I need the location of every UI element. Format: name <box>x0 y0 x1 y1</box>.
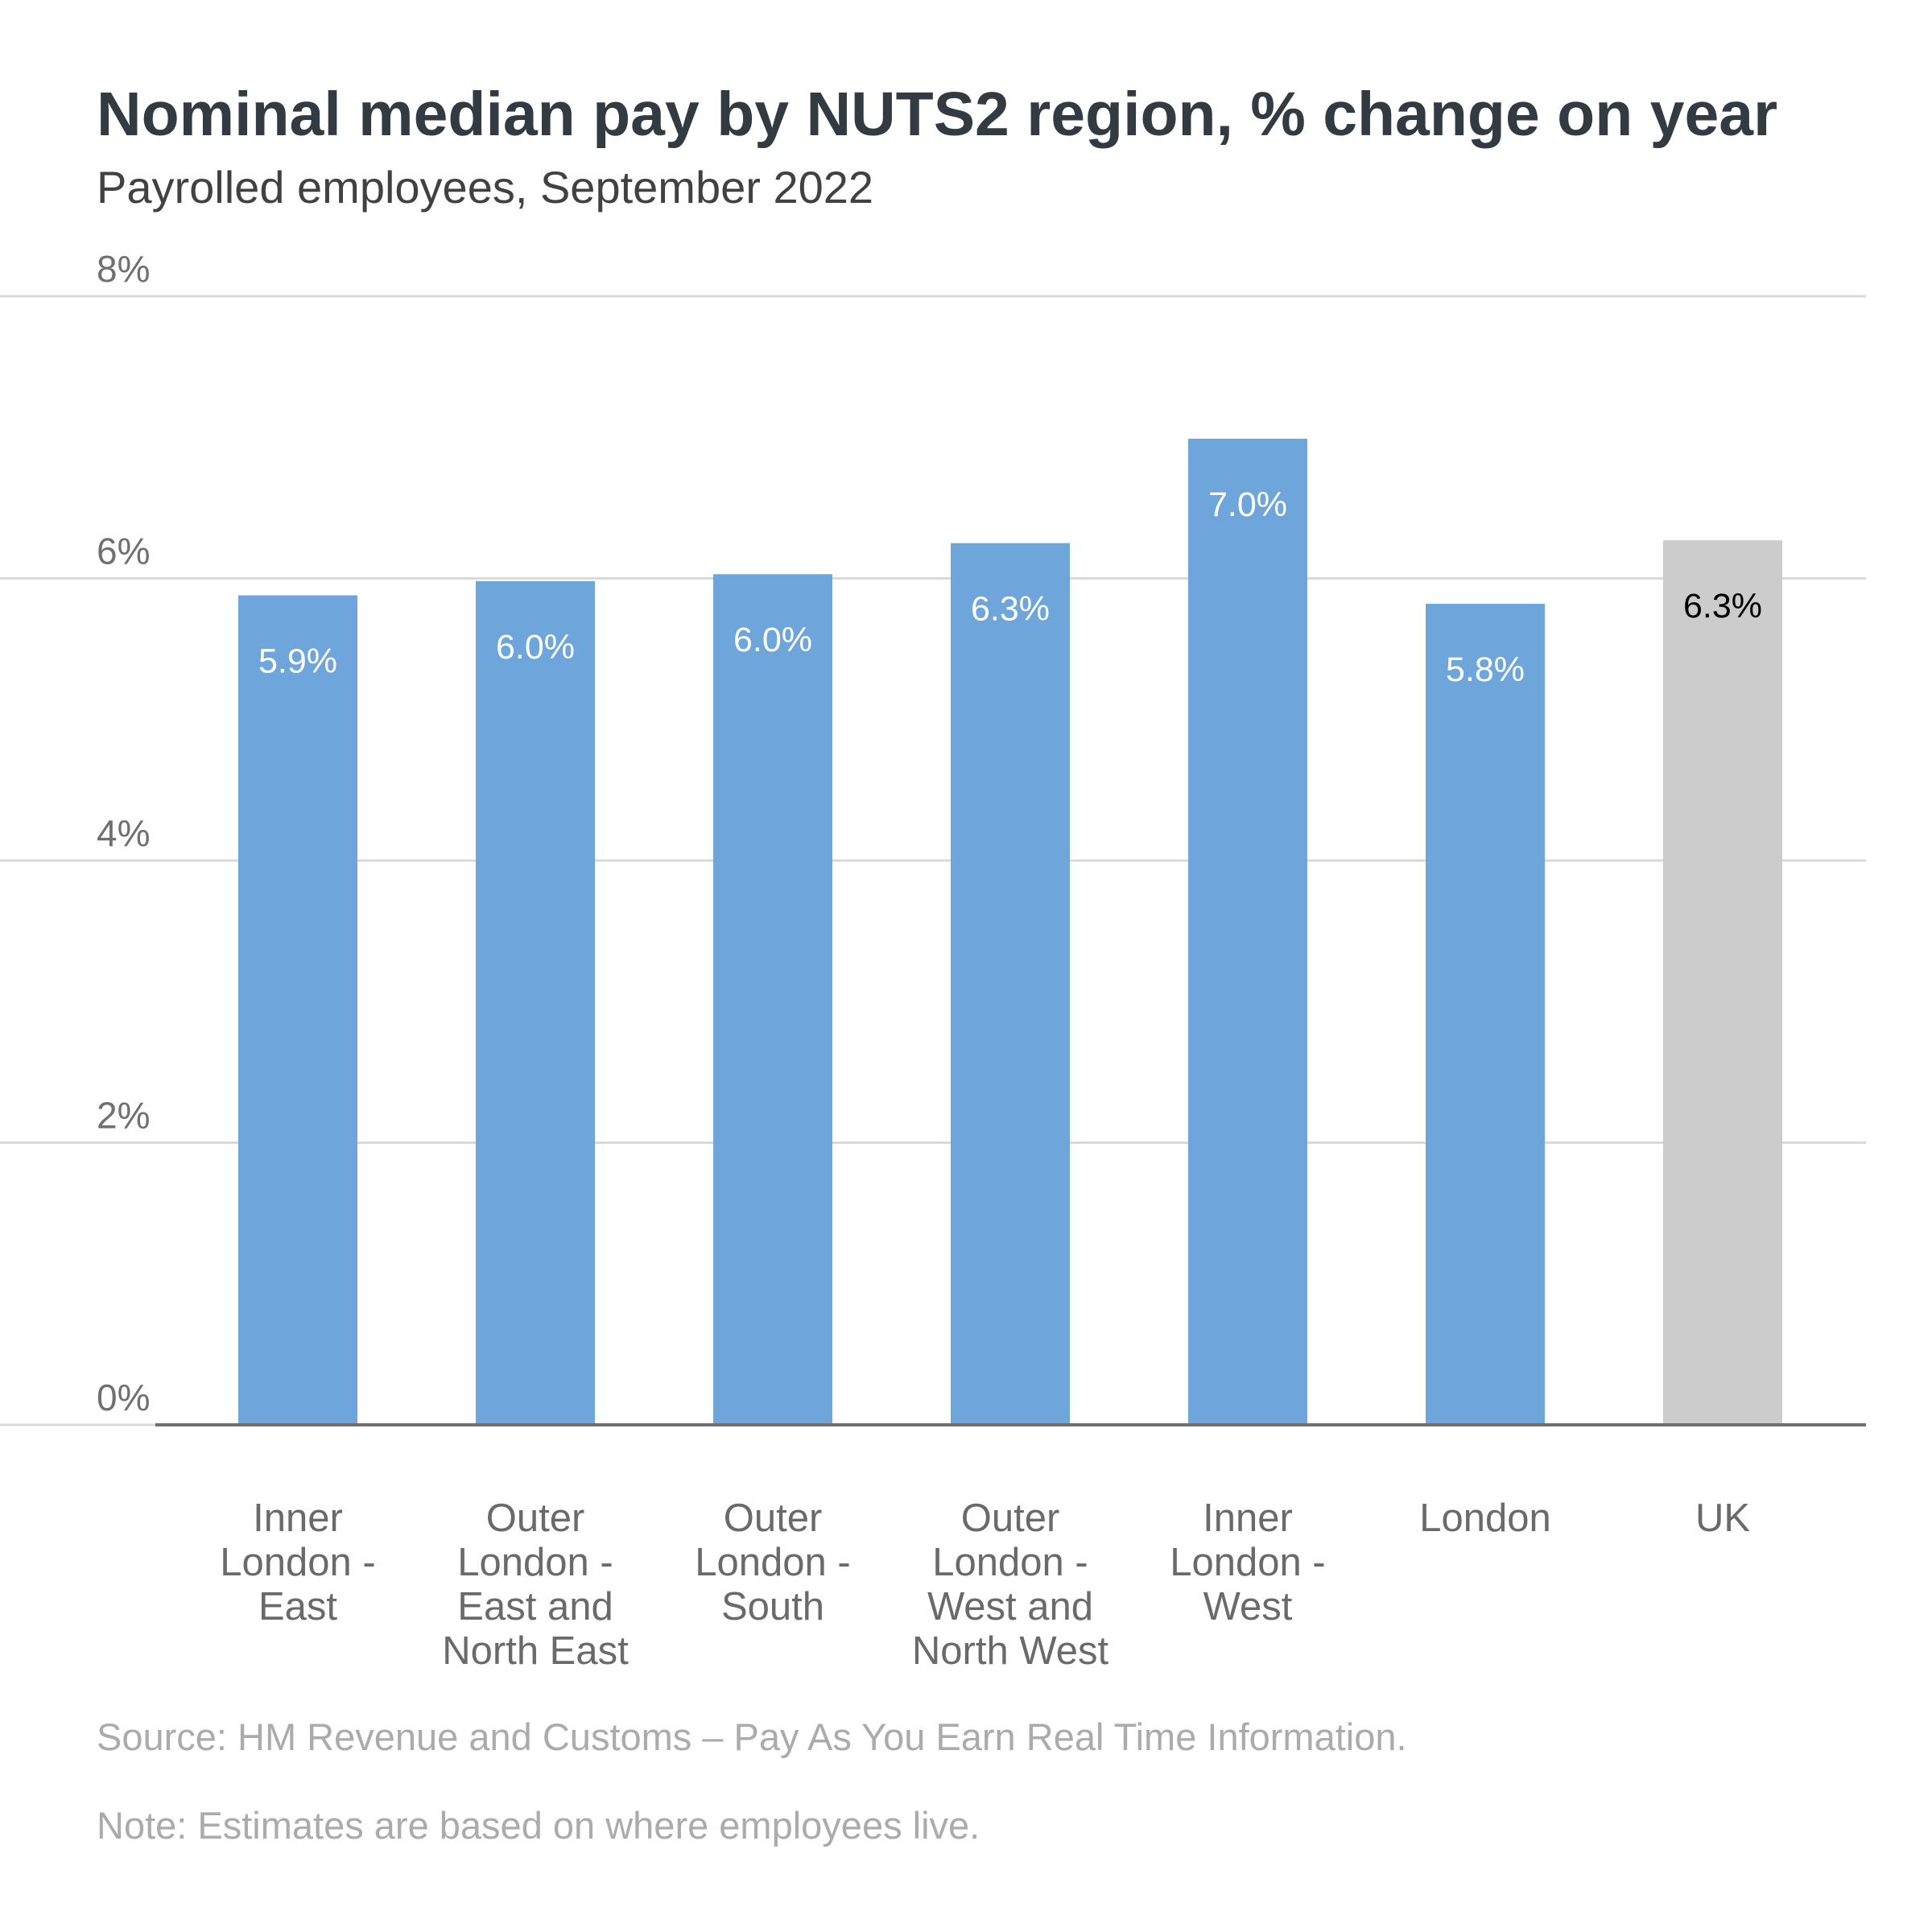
x-tick-label: Outer <box>961 1496 1060 1540</box>
x-tick-label: North East <box>442 1629 629 1673</box>
bar <box>713 574 832 1426</box>
x-tick-label: South <box>721 1585 824 1629</box>
x-tick-label: West <box>1203 1585 1293 1629</box>
x-tick-label: North West <box>912 1629 1109 1673</box>
y-tick-label: 2% <box>97 1095 150 1137</box>
x-tick-label: Outer <box>724 1496 823 1540</box>
chart-subtitle: Payrolled employees, September 2022 <box>97 162 874 213</box>
bar <box>1663 540 1782 1425</box>
source-note: Source: HM Revenue and Customs – Pay As … <box>97 1715 1407 1758</box>
y-tick-label: 0% <box>97 1377 150 1418</box>
bar <box>238 595 357 1425</box>
x-tick-label: London - <box>1170 1541 1325 1584</box>
data-labels: 5.9% 6.0% 6.0% 6.3% 7.0% 5.8% 6.3% <box>258 485 1762 689</box>
footnote: Note: Estimates are based on where emplo… <box>97 1804 980 1847</box>
x-tick-label: London - <box>932 1541 1088 1584</box>
x-tick-label: West and <box>927 1585 1093 1629</box>
bar <box>951 543 1070 1425</box>
bars <box>238 439 1782 1426</box>
bar <box>1188 439 1307 1426</box>
x-tick-label: Inner <box>253 1496 343 1540</box>
x-tick-label: Outer <box>486 1496 585 1540</box>
bar <box>476 581 595 1425</box>
gridlines <box>0 295 1866 1426</box>
x-tick-label: London - <box>457 1541 613 1584</box>
x-tick-label: UK <box>1695 1496 1750 1540</box>
x-tick-label: London <box>1419 1496 1551 1540</box>
chart-title: Nominal median pay by NUTS2 region, % ch… <box>97 80 1778 149</box>
x-tick-label: London - <box>220 1541 375 1584</box>
y-axis-ticks: 0% 2% 4% 6% 8% <box>97 248 150 1418</box>
x-tick-label: Inner <box>1203 1496 1293 1540</box>
x-tick-label: East <box>258 1585 337 1629</box>
y-tick-label: 6% <box>97 530 150 572</box>
data-label: 5.9% <box>258 642 337 681</box>
y-tick-label: 4% <box>97 812 150 854</box>
data-label: 6.3% <box>971 590 1050 629</box>
data-label: 7.0% <box>1208 485 1287 524</box>
data-label: 6.0% <box>496 628 575 667</box>
data-label: 6.3% <box>1683 587 1762 625</box>
data-label: 5.8% <box>1446 650 1525 689</box>
x-tick-label: East and <box>457 1585 613 1629</box>
y-tick-label: 8% <box>97 248 150 290</box>
bar <box>1426 604 1545 1425</box>
x-tick-label: London - <box>695 1541 850 1584</box>
data-label: 6.0% <box>733 621 812 659</box>
